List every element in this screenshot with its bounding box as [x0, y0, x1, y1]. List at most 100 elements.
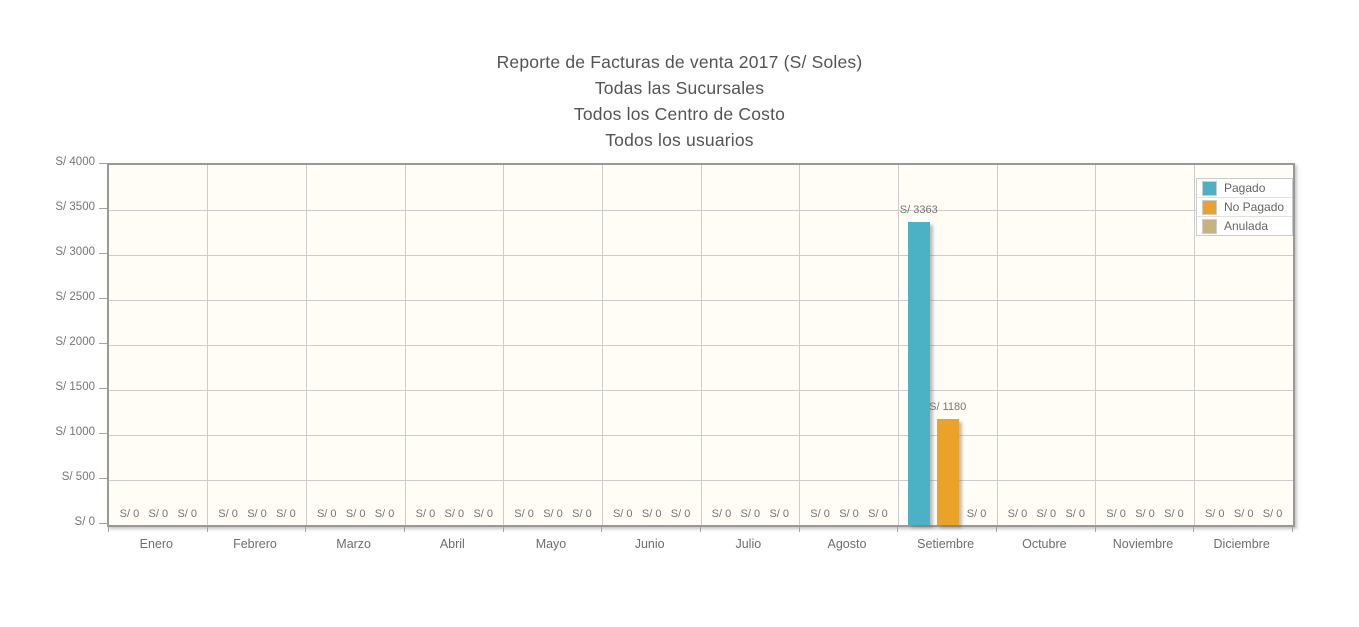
- x-tick-mark: [1292, 527, 1293, 532]
- point-label-no-pagado-octubre: S/ 0: [1036, 508, 1057, 520]
- point-label-anulada-junio: S/ 0: [670, 508, 691, 520]
- point-label-no-pagado-febrero: S/ 0: [247, 508, 267, 520]
- y-tick-label: S/ 2500: [55, 291, 95, 303]
- point-label-no-pagado-julio: S/ 0: [740, 508, 761, 520]
- x-tick-mark: [700, 527, 701, 532]
- gridline-vertical: [404, 165, 406, 525]
- point-label-pagado-setiembre: S/ 3363: [899, 204, 938, 217]
- month-label-abril: Abril: [439, 537, 465, 551]
- point-label-no-pagado-agosto: S/ 0: [839, 508, 859, 520]
- point-label-anulada-marzo: S/ 0: [374, 508, 395, 520]
- point-label-pagado-octubre: S/ 0: [1007, 508, 1028, 520]
- month-label-julio: Julio: [735, 537, 762, 551]
- legend-swatch-pagado: [1202, 180, 1217, 196]
- point-label-no-pagado-marzo: S/ 0: [345, 508, 366, 520]
- month-label-noviembre: Noviembre: [1112, 537, 1174, 551]
- point-label-anulada-enero: S/ 0: [177, 508, 198, 520]
- y-tick-label: S/ 2000: [55, 336, 95, 348]
- point-label-pagado-marzo: S/ 0: [316, 508, 337, 520]
- y-tick-label: S/ 4000: [55, 156, 95, 168]
- point-label-anulada-febrero: S/ 0: [276, 508, 296, 520]
- point-label-no-pagado-abril: S/ 0: [444, 508, 465, 520]
- legend-item-anulada: Anulada: [1197, 216, 1293, 235]
- point-label-anulada-diciembre: S/ 0: [1262, 508, 1283, 520]
- month-label-diciembre: Diciembre: [1213, 537, 1270, 551]
- point-label-no-pagado-enero: S/ 0: [148, 508, 169, 520]
- point-label-no-pagado-diciembre: S/ 0: [1233, 508, 1254, 520]
- x-tick-mark: [502, 527, 504, 532]
- gridline-vertical: [1095, 165, 1097, 525]
- y-tick-label: S/ 3000: [55, 246, 95, 258]
- point-label-pagado-junio: S/ 0: [612, 508, 633, 520]
- y-tick-mark: [99, 478, 107, 479]
- gridline-vertical: [305, 165, 307, 525]
- legend-label-pagado: Pagado: [1224, 181, 1266, 195]
- point-label-anulada-octubre: S/ 0: [1065, 508, 1086, 520]
- y-tick-label: S/ 1000: [55, 426, 95, 438]
- bar-pagado-setiembre[interactable]: [907, 222, 930, 525]
- chart-subtitle-usuarios: Todos los usuarios: [605, 130, 754, 150]
- month-label-enero: Enero: [139, 537, 173, 551]
- gridline-vertical: [207, 165, 209, 525]
- y-tick-label: S/ 1500: [55, 381, 95, 393]
- point-label-pagado-enero: S/ 0: [119, 508, 140, 520]
- legend: Pagado No Pagado Anulada: [1196, 178, 1294, 236]
- y-tick-mark: [99, 163, 107, 164]
- x-tick-mark: [1094, 527, 1096, 532]
- chart-subtitle-centro-costo: Todos los Centro de Costo: [573, 104, 786, 124]
- point-label-pagado-mayo: S/ 0: [514, 508, 534, 520]
- month-label-febrero: Febrero: [233, 537, 277, 551]
- point-label-no-pagado-setiembre: S/ 1180: [929, 400, 967, 413]
- gridline-vertical: [503, 165, 505, 525]
- month-label-octubre: Octubre: [1022, 537, 1067, 551]
- legend-swatch-anulada: [1202, 218, 1217, 234]
- legend-label-anulada: Anulada: [1224, 219, 1269, 233]
- x-tick-mark: [897, 527, 899, 532]
- gridline-vertical: [1193, 165, 1195, 525]
- chart-subtitle-sucursales: Todas las Sucursales: [594, 78, 765, 98]
- plot-area: S/ 0 S/ 0 S/ 0 S/ 0 S/ 0 S/ 0 S/ 0 S/ 0 S/ 0 S/ 0…: [107, 163, 1295, 527]
- y-tick-mark: [99, 433, 107, 434]
- y-tick-mark: [99, 298, 107, 299]
- point-label-anulada-abril: S/ 0: [473, 508, 494, 520]
- y-tick-label: S/ 500: [61, 471, 95, 483]
- chart-title: Reporte de Facturas de venta 2017 (S/ So…: [496, 52, 863, 72]
- x-tick-mark: [798, 527, 800, 532]
- month-label-junio: Junio: [634, 537, 665, 551]
- point-label-pagado-agosto: S/ 0: [810, 508, 830, 520]
- month-label-agosto: Agosto: [827, 537, 867, 551]
- x-tick-mark: [108, 527, 109, 532]
- y-tick-mark: [99, 253, 107, 254]
- x-tick-mark: [206, 527, 208, 532]
- x-tick-mark: [305, 527, 307, 532]
- y-tick-mark: [99, 523, 107, 524]
- y-tick-label: S/ 3500: [55, 201, 95, 213]
- x-tick-mark: [996, 527, 997, 532]
- chart-title-block: Reporte de Facturas de venta 2017 (S/ So…: [0, 49, 1359, 153]
- gridline-vertical: [700, 165, 702, 525]
- month-label-setiembre: Setiembre: [917, 537, 975, 551]
- point-label-pagado-julio: S/ 0: [711, 508, 732, 520]
- legend-item-no-pagado: No Pagado: [1197, 197, 1293, 216]
- x-tick-mark: [1193, 527, 1195, 532]
- x-tick-mark: [404, 527, 405, 532]
- point-label-anulada-agosto: S/ 0: [868, 508, 888, 520]
- point-label-pagado-diciembre: S/ 0: [1204, 508, 1225, 520]
- point-label-pagado-noviembre: S/ 0: [1106, 508, 1126, 520]
- bar-no-pagado-setiembre[interactable]: [936, 418, 959, 525]
- legend-label-no-pagado: No Pagado: [1224, 200, 1285, 214]
- point-label-anulada-julio: S/ 0: [769, 508, 790, 520]
- x-tick-mark: [601, 527, 603, 532]
- month-label-mayo: Mayo: [535, 537, 567, 551]
- y-tick-mark: [99, 343, 107, 344]
- point-label-no-pagado-mayo: S/ 0: [543, 508, 563, 520]
- legend-item-pagado: Pagado: [1197, 179, 1292, 197]
- month-label-marzo: Marzo: [336, 537, 372, 551]
- legend-swatch-no-pagado: [1202, 199, 1217, 215]
- point-label-anulada-setiembre: S/ 0: [966, 508, 987, 520]
- point-label-pagado-abril: S/ 0: [415, 508, 436, 520]
- y-tick-label: S/ 0: [74, 516, 95, 528]
- point-label-no-pagado-noviembre: S/ 0: [1135, 508, 1155, 520]
- gridline-vertical: [601, 165, 603, 525]
- gridline-vertical: [996, 165, 998, 525]
